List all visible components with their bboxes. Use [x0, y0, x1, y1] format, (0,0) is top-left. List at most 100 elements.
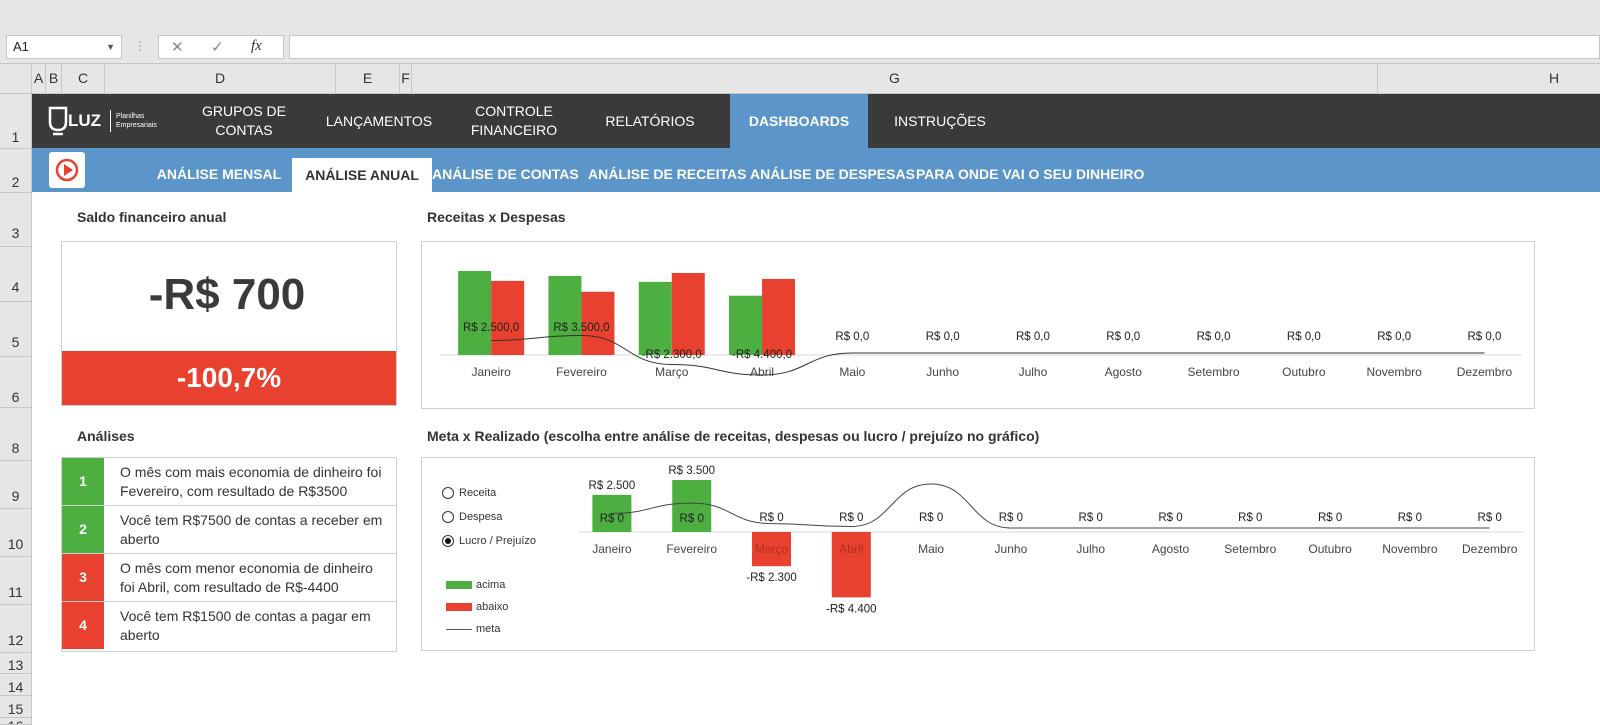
column-header[interactable]: E [336, 64, 400, 93]
data-label: -R$ 2.300 [746, 572, 797, 584]
select-all-corner[interactable] [0, 64, 32, 93]
receitas-despesas-chart: Janeiro R$ 2.500,0 Fevereiro R$ 3.500,0 Març… [440, 271, 1522, 379]
radio-icon [442, 487, 454, 500]
legend-line [446, 628, 472, 630]
tab-analise-anual[interactable]: ANÁLISE ANUAL [292, 158, 432, 192]
row-header[interactable]: 10 [0, 509, 31, 557]
drag-handle-icon[interactable]: ⋮ [134, 39, 146, 53]
legend-swatch [446, 581, 472, 590]
row-headers: 1 2 3 4 5 6 8 9 10 11 12 13 14 15 16 [0, 94, 32, 725]
bar-receita [729, 295, 763, 355]
column-header[interactable]: C [62, 64, 105, 93]
data-label: R$ 3.500,0 [553, 322, 609, 334]
list-item: 1 O mês com mais economia de dinheiro fo… [62, 458, 396, 506]
name-box-value: A1 [13, 39, 29, 54]
tab-analise-de-receitas[interactable]: ANÁLISE DE RECEITAS [588, 166, 747, 182]
check-icon[interactable]: ✓ [211, 39, 224, 56]
row-header[interactable]: 12 [0, 605, 31, 653]
x-tick-label: Setembro [1188, 365, 1240, 379]
row-header[interactable]: 5 [0, 302, 31, 357]
data-label: R$ 0,0 [1377, 331, 1411, 343]
column-header[interactable]: B [46, 64, 62, 93]
data-label: R$ 3.500 [668, 465, 715, 477]
bar-acima [672, 480, 712, 532]
chart1-title: Receitas x Despesas [427, 209, 566, 225]
list-item: 4 Você tem R$1500 de contas a pagar em ab… [62, 602, 396, 650]
data-label: R$ 0 [839, 512, 863, 524]
cancel-icon[interactable]: ✕ [171, 39, 184, 56]
saldo-title: Saldo financeiro anual [77, 209, 227, 225]
nav-dashboards[interactable]: DASHBOARDS [730, 94, 868, 148]
row-header[interactable]: 14 [0, 674, 31, 696]
chevron-down-icon[interactable]: ▼ [106, 42, 115, 52]
data-label: R$ 0 [600, 513, 624, 525]
data-label: R$ 0 [919, 512, 943, 524]
tab-analise-de-despesas[interactable]: ANÁLISE DE DESPESAS [750, 166, 915, 182]
tab-para-onde-vai[interactable]: PARA ONDE VAI O SEU DINHEIRO [916, 166, 1145, 182]
column-header[interactable]: G [412, 64, 1378, 93]
data-label: R$ 0,0 [1287, 331, 1321, 343]
column-header[interactable]: D [105, 64, 336, 93]
data-label: -R$ 4.400 [826, 603, 877, 615]
meta-line [611, 483, 1490, 529]
row-header[interactable]: 8 [0, 408, 31, 461]
x-tick-label: Fevereiro [666, 542, 717, 556]
row-header[interactable]: 15 [0, 696, 31, 718]
column-headers: A B C D E F G H [0, 63, 1600, 94]
row-header[interactable]: 13 [0, 653, 31, 674]
column-header[interactable]: A [32, 64, 46, 93]
data-label: R$ 0,0 [1468, 331, 1502, 343]
bar-despesa [581, 291, 615, 355]
x-tick-label: Julho [1076, 542, 1105, 556]
nav-grupos-de-contas[interactable]: GRUPOS DE CONTAS [201, 103, 286, 138]
data-label: R$ 0,0 [1106, 331, 1140, 343]
row-header[interactable]: 11 [0, 557, 31, 605]
meta-realizado-chart: Janeiro R$ 2.500 R$ 0 Fevereiro R$ 3.500 R$ 0… [578, 465, 1524, 615]
formula-input[interactable] [289, 35, 1600, 59]
list-item: 2 Você tem R$7500 de contas a receber em… [62, 506, 396, 554]
function-icon[interactable]: fx [251, 38, 262, 54]
radio-despesa[interactable]: Despesa [442, 511, 502, 524]
data-label: -R$ 2.300,0 [642, 349, 702, 361]
x-tick-label: Dezembro [1457, 365, 1513, 379]
chart2-title: Meta x Realizado (escolha entre análise … [427, 428, 1040, 444]
x-tick-label: Agosto [1105, 365, 1143, 379]
radio-lucro-prejuizo[interactable]: Lucro / Prejuízo [442, 535, 536, 548]
x-tick-label: Dezembro [1462, 542, 1518, 556]
data-label: R$ 0,0 [926, 331, 960, 343]
column-header[interactable]: H [1548, 70, 1560, 86]
row-header[interactable]: 1 [0, 94, 31, 149]
data-label: -R$ 4.400,0 [732, 349, 792, 361]
x-tick-label: Setembro [1224, 542, 1276, 556]
chart1-card[interactable]: Janeiro R$ 2.500,0 Fevereiro R$ 3.500,0 Març… [421, 241, 1535, 409]
nav-instrucoes[interactable]: INSTRUÇÕES [894, 112, 986, 129]
legend-swatch [446, 603, 472, 612]
x-tick-label: Janeiro [592, 542, 632, 556]
row-header[interactable]: 16 [0, 718, 31, 725]
name-box[interactable]: A1 ▼ [6, 35, 122, 59]
row-header[interactable]: 6 [0, 357, 31, 408]
nav-lancamentos[interactable]: LANÇAMENTOS [325, 112, 433, 129]
x-tick-label: Julho [1019, 365, 1048, 379]
column-header[interactable]: F [400, 64, 412, 93]
tab-analise-mensal[interactable]: ANÁLISE MENSAL [156, 166, 282, 182]
row-header[interactable]: 2 [0, 149, 31, 193]
bar-receita [548, 275, 582, 355]
chart2-card[interactable]: Receita Despesa Lucro / Prejuízo acima a… [421, 457, 1535, 651]
x-tick-label: Novembro [1366, 365, 1422, 379]
bar-abaixo [831, 532, 871, 598]
video-button[interactable] [49, 152, 85, 188]
nav-controle-financeiro[interactable]: CONTROLE FINANCEIRO [470, 103, 558, 138]
row-header[interactable]: 9 [0, 461, 31, 509]
saldo-percent: -100,7% [62, 351, 396, 405]
bar-despesa [671, 272, 705, 355]
nav-relatorios[interactable]: RELATÓRIOS [605, 112, 695, 129]
x-tick-label: Março [655, 365, 689, 379]
tab-analise-de-contas[interactable]: ANÁLISE DE CONTAS [432, 166, 579, 182]
logo-tagline: Planilhas Empresariais [116, 113, 157, 129]
radio-receita[interactable]: Receita [442, 487, 496, 500]
row-header[interactable]: 4 [0, 247, 31, 302]
row-header[interactable]: 3 [0, 193, 31, 247]
bar-despesa [762, 278, 796, 355]
data-label: R$ 2.500 [589, 480, 636, 492]
